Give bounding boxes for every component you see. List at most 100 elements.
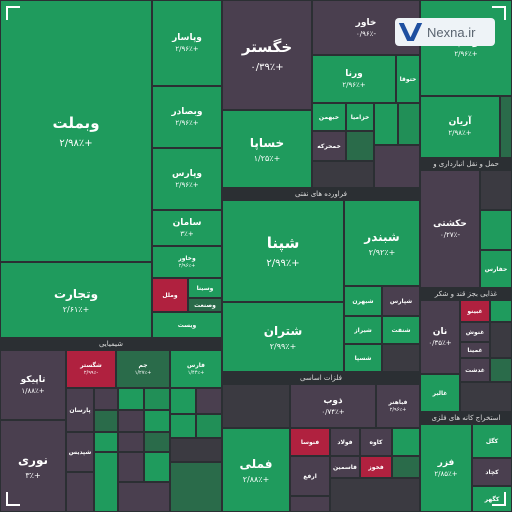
tile-food-a[interactable]: [490, 300, 512, 322]
tile-chem-t[interactable]: [170, 462, 222, 512]
tile-saman[interactable]: سامان +۳٪: [152, 210, 222, 246]
tile-auto-small-c[interactable]: [398, 103, 420, 145]
tile-name: وتجارت: [53, 286, 99, 301]
tile-change: +۲/۹۶٪: [454, 50, 478, 58]
tile-chem-i[interactable]: [94, 432, 118, 452]
tile-basic-a[interactable]: [222, 384, 290, 428]
tile-fabahar[interactable]: فباهنر +۲/۹۶٪: [376, 384, 420, 428]
tile-shgostar[interactable]: شگستر -۲/۹۹٪: [66, 350, 116, 388]
tile-auto-small-b[interactable]: [374, 103, 398, 145]
tile-chem-n[interactable]: [170, 438, 222, 462]
tile-fasmin[interactable]: فاسمین: [330, 456, 360, 478]
tile-shsefat[interactable]: شنفت: [382, 316, 420, 344]
tile-vrena[interactable]: ورنا +۲/۹۶٪: [312, 55, 396, 103]
tile-transport-b[interactable]: [480, 210, 512, 250]
tile-shbehran[interactable]: شبهرن: [344, 286, 382, 316]
tile-ghdasht[interactable]: غدشت: [460, 358, 490, 382]
tile-ghalor[interactable]: غالبر: [420, 374, 460, 412]
tile-khgostar[interactable]: خگستر +۰/۳۹٪: [222, 0, 312, 110]
tile-food-c[interactable]: [460, 382, 512, 412]
tile-zob[interactable]: ذوب +۰/۷۴٪: [290, 384, 376, 428]
tile-chem-o[interactable]: [66, 472, 94, 512]
tile-hkeshti[interactable]: حکشتی -۰/۲۷٪: [420, 170, 480, 288]
tile-change: +۰/۷۴٪: [321, 408, 345, 416]
tile-ghnosh[interactable]: غنوش: [460, 322, 490, 342]
tile-khtoga[interactable]: ختوقا: [396, 55, 420, 103]
tile-jam[interactable]: جم +۱/۲۷٪: [116, 350, 170, 388]
tile-kchad[interactable]: کچاد: [472, 458, 512, 486]
tile-vtejarat[interactable]: وتجارت +۲/۶۱٪: [0, 262, 152, 338]
tile-shsepa[interactable]: شسپا: [344, 344, 382, 372]
tile-chem-m[interactable]: [196, 414, 222, 438]
tile-kave[interactable]: کاوه: [360, 428, 392, 456]
tile-basic-b[interactable]: [392, 428, 420, 456]
tile-chem-c[interactable]: [144, 388, 170, 410]
tile-chem-j[interactable]: [118, 432, 144, 452]
tile-fkhooz[interactable]: فخوز: [360, 456, 392, 478]
tile-vbmellat[interactable]: وبملت +۲/۹۸٪: [0, 0, 152, 262]
tile-nori[interactable]: نوری +۳٪: [0, 420, 66, 512]
tile-food-b[interactable]: [490, 322, 512, 358]
tile-name: خساپا: [249, 135, 285, 150]
tile-chem-s[interactable]: [118, 482, 170, 512]
tile-vsina[interactable]: وسینا: [188, 278, 222, 298]
tile-fazar[interactable]: فزر +۲/۸۵٪: [420, 424, 472, 512]
tile-ghbino[interactable]: غبینو: [460, 300, 490, 322]
tile-kgol[interactable]: کگل: [472, 424, 512, 458]
tile-change: +۲/۹۶٪: [342, 81, 366, 89]
tile-basic-d[interactable]: [330, 478, 420, 512]
tile-vpars[interactable]: وپارس +۲/۹۶٪: [152, 148, 222, 210]
tile-vkhavar[interactable]: وخاور +۲/۹۶٪: [152, 246, 222, 278]
tile-change: +۲/۹۸٪: [59, 137, 93, 149]
tile-fameli[interactable]: فملی +۲/۸۸٪: [222, 428, 290, 512]
tile-chem-g[interactable]: [118, 410, 144, 432]
tile-basic-c[interactable]: [392, 456, 420, 478]
tile-vsanat[interactable]: وصنعت: [188, 298, 222, 312]
tile-auto-small-e[interactable]: [374, 145, 420, 188]
tile-arfaa[interactable]: ارفع: [290, 456, 330, 496]
tile-chem-f[interactable]: [94, 410, 118, 432]
tile-chem-a[interactable]: [94, 388, 118, 410]
tile-ghmina[interactable]: غمینا: [460, 342, 490, 358]
tile-auto-small-a[interactable]: [346, 131, 374, 161]
tile-chem-r[interactable]: [144, 452, 170, 482]
tile-food-d[interactable]: [490, 358, 512, 382]
tile-kharak[interactable]: خزامیا: [346, 103, 374, 131]
tile-shpena[interactable]: شپنا +۲/۹۹٪: [222, 200, 344, 302]
tile-name: کگهر: [484, 495, 500, 503]
tile-vpasar[interactable]: وپاسار +۲/۹۶٪: [152, 0, 222, 86]
tile-parsan[interactable]: پارسان: [66, 388, 94, 432]
tile-shpars[interactable]: شپارس: [382, 286, 420, 316]
tile-khmehr[interactable]: خمحرکه: [312, 131, 346, 161]
tile-hafars[interactable]: حفارس: [480, 250, 512, 288]
tile-oil-small[interactable]: [382, 344, 420, 372]
tile-arian-side[interactable]: [500, 96, 512, 158]
tile-chem-k[interactable]: [144, 432, 170, 452]
tile-chem-h[interactable]: [144, 410, 170, 432]
tile-transport-a[interactable]: [480, 170, 512, 210]
tile-chem-e[interactable]: [196, 388, 222, 414]
tile-chem-p[interactable]: [94, 452, 118, 512]
tile-shapdis[interactable]: شپدیس: [66, 432, 94, 472]
tile-fnovsa[interactable]: فنوسا: [290, 428, 330, 456]
tile-fars[interactable]: فارس +۱/۴۴٪: [170, 350, 222, 388]
tile-foulad[interactable]: فولاد: [330, 428, 360, 456]
tile-chem-l[interactable]: [170, 414, 196, 438]
tile-shtran[interactable]: شتران +۲/۹۹٪: [222, 302, 344, 372]
tile-basic-e[interactable]: [290, 496, 330, 512]
tile-chem-d[interactable]: [170, 388, 196, 414]
tile-arian[interactable]: آریان +۲/۹۸٪: [420, 96, 500, 158]
tile-shraz[interactable]: شیراز: [344, 316, 382, 344]
tile-auto-small-d[interactable]: [312, 161, 374, 188]
tile-khsapa[interactable]: خساپا +۱/۲۵٪: [222, 110, 312, 188]
tile-vpost[interactable]: ویست: [152, 312, 222, 338]
tile-shbandar[interactable]: شبندر +۲/۹۲٪: [344, 200, 420, 286]
tile-nan[interactable]: نان +۰/۳۵٪: [420, 300, 460, 374]
tile-name: شپنا: [266, 233, 300, 252]
tile-chem-q[interactable]: [118, 452, 144, 482]
tile-vmel[interactable]: وملل: [152, 278, 188, 312]
tile-tapiko[interactable]: تاپیکو +۱/۸۸٪: [0, 350, 66, 420]
tile-khbahman[interactable]: خبهمن: [312, 103, 346, 131]
tile-vbsader[interactable]: وبصادر +۲/۹۶٪: [152, 86, 222, 148]
tile-chem-b[interactable]: [118, 388, 144, 410]
